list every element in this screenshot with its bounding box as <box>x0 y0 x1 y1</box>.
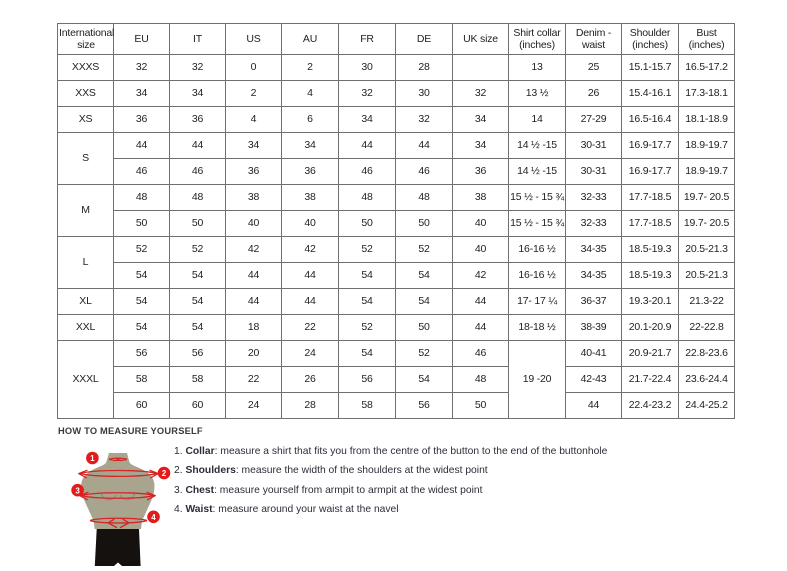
svg-text:3: 3 <box>75 486 80 495</box>
svg-text:1: 1 <box>90 454 95 463</box>
svg-text:2: 2 <box>162 469 167 478</box>
svg-text:4: 4 <box>151 513 156 522</box>
